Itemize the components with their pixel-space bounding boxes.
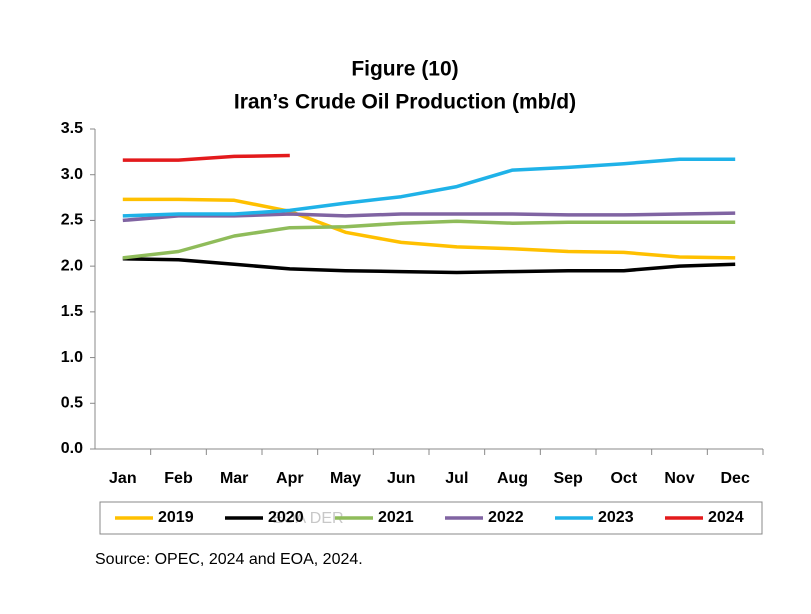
x-tick-label: Jul <box>445 470 468 487</box>
chart-title: Figure (10) <box>351 58 458 81</box>
chart-subtitle: Iran’s Crude Oil Production (mb/d) <box>234 91 576 114</box>
x-tick-label: Mar <box>220 470 248 487</box>
legend-label: 2021 <box>378 509 414 526</box>
legend-label: 2024 <box>708 509 744 526</box>
x-tick-label: Aug <box>497 470 528 487</box>
x-tick-label: Dec <box>720 470 749 487</box>
legend-box <box>99 501 763 535</box>
x-tick-label: Sep <box>553 470 583 487</box>
source-note: Source: OPEC, 2024 and EOA, 2024. <box>95 551 363 568</box>
x-tick-label: Feb <box>164 470 193 487</box>
y-tick-label: 2.5 <box>61 212 83 229</box>
series-line <box>122 197 736 260</box>
y-tick-label: 1.0 <box>61 349 83 366</box>
watermark: EOA DER <box>272 510 343 527</box>
y-tick-label: 2.0 <box>61 257 83 274</box>
x-tick-label: Jun <box>387 470 415 487</box>
series-line <box>122 157 736 218</box>
x-tick-label: Apr <box>276 470 304 487</box>
series-line <box>122 257 736 275</box>
series-line <box>122 211 736 223</box>
legend-label: 2019 <box>158 509 194 526</box>
y-tick-label: 3.5 <box>61 120 83 137</box>
legend-label: 2022 <box>488 509 524 526</box>
legend-label: 2020 <box>268 509 304 526</box>
x-tick-label: Oct <box>610 470 637 487</box>
y-tick-label: 1.5 <box>61 303 83 320</box>
series-line <box>122 153 290 162</box>
y-tick-label: 0.0 <box>61 440 83 457</box>
x-tick-label: Nov <box>664 470 694 487</box>
series-line <box>122 219 736 260</box>
y-tick-label: 0.5 <box>61 395 83 412</box>
x-tick-label: Jan <box>109 470 137 487</box>
y-tick-label: 3.0 <box>61 166 83 183</box>
legend-label: 2023 <box>598 509 634 526</box>
x-tick-label: May <box>330 470 361 487</box>
